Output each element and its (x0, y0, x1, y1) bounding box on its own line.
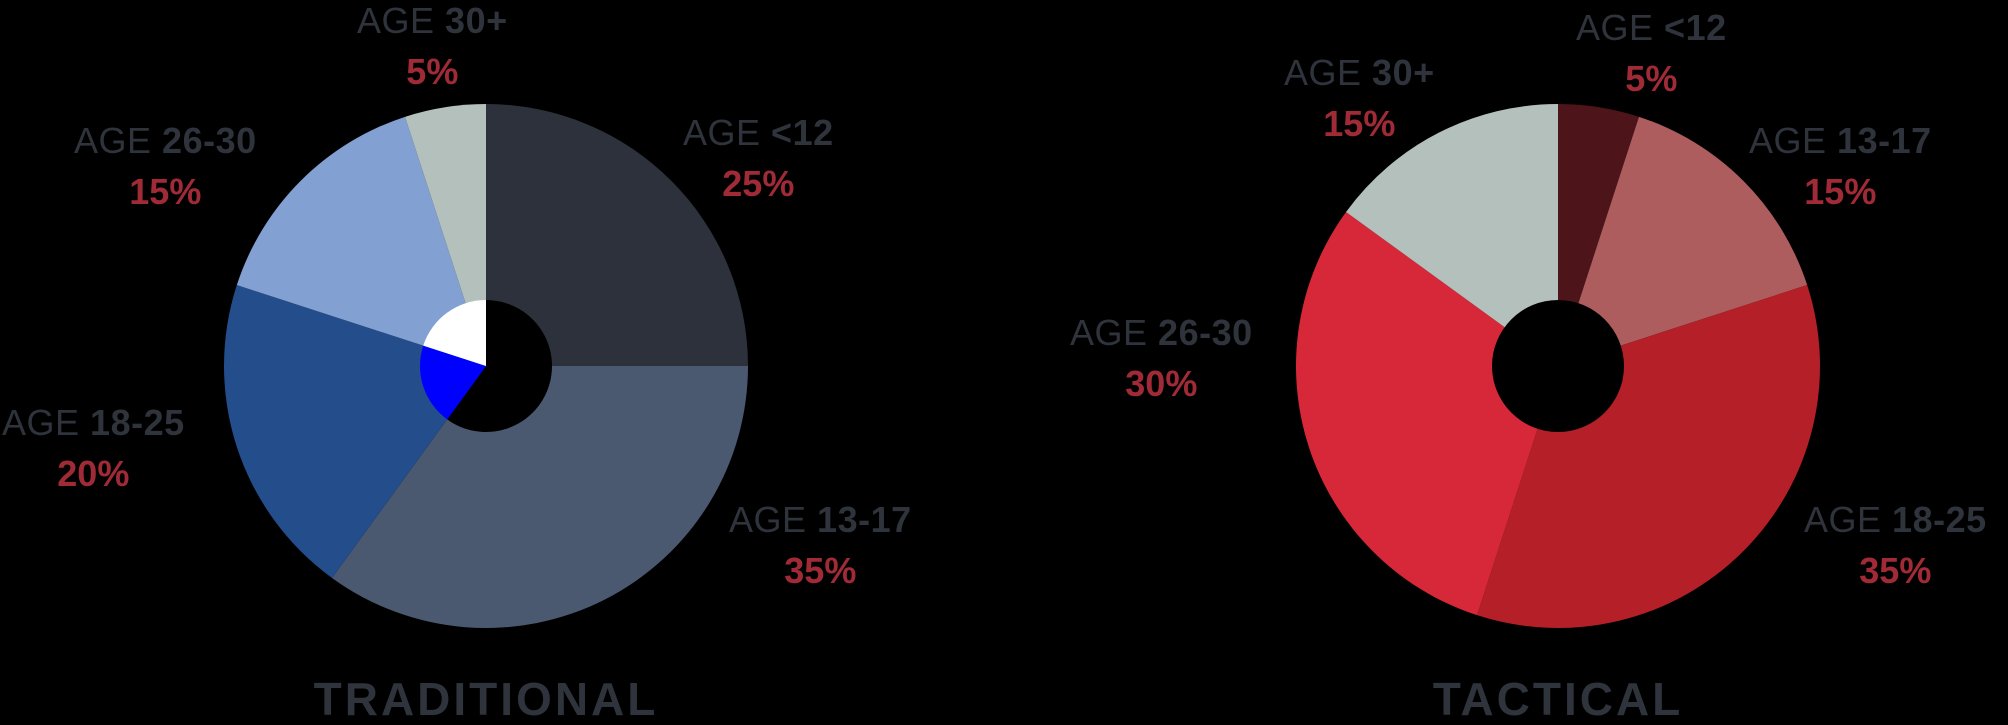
traditional-chart: AGE <12 25% AGE 13-17 35% AGE 18-25 20% … (0, 0, 1004, 725)
tactical-donut (1296, 103, 1820, 629)
chart-title-traditional: TRADITIONAL (313, 673, 659, 725)
label-trad-18-25: AGE 18-25 20% (2, 402, 185, 494)
label-tact-13-17: AGE 13-17 15% (1749, 120, 1932, 212)
traditional-slice-4 (405, 104, 486, 366)
tactical-slice-1 (1558, 116, 1808, 366)
label-tact-30plus: AGE 30+ 15% (1284, 52, 1435, 144)
traditional-slice-1 (332, 366, 748, 629)
label-tact-18-25: AGE 18-25 35% (1804, 499, 1987, 591)
label-trad-under12: AGE <12 25% (683, 112, 834, 204)
traditional-inner-slice-2 (423, 300, 486, 366)
tactical-slice-0 (1558, 104, 1639, 366)
label-tact-under12: AGE <12 5% (1576, 7, 1727, 99)
traditional-donut (224, 104, 748, 629)
label-trad-13-17: AGE 13-17 35% (729, 499, 912, 591)
label-tact-26-30: AGE 26-30 30% (1070, 312, 1253, 404)
traditional-inner-slice-0 (447, 300, 553, 432)
chart-title-tactical: TACTICAL (1432, 673, 1684, 725)
tactical-donut-hole (1492, 300, 1624, 432)
traditional-slice-0 (486, 104, 748, 366)
tactical-slice-3 (1296, 212, 1558, 616)
tactical-slice-4 (1346, 103, 1558, 366)
traditional-inner-slice-1 (420, 345, 486, 420)
label-trad-26-30: AGE 26-30 15% (74, 120, 257, 212)
traditional-slice-3 (236, 116, 486, 366)
label-trad-30plus: AGE 30+ 5% (357, 0, 508, 92)
tactical-chart: AGE <12 5% AGE 13-17 15% AGE 18-25 35% A… (1004, 0, 2008, 725)
